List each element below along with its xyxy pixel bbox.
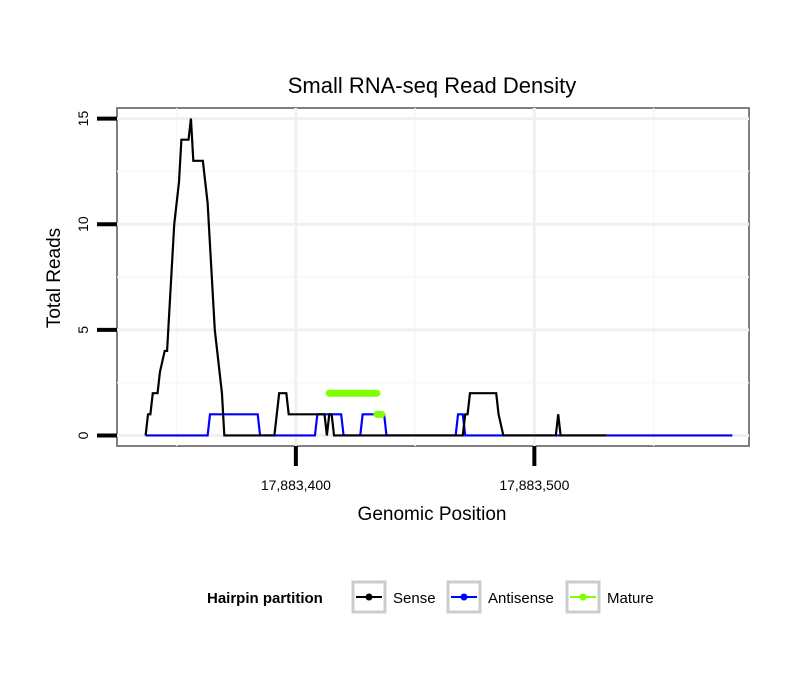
y-tick-label: 15 (75, 111, 91, 127)
legend-label-sense: Sense (393, 590, 436, 607)
data-layer (144, 118, 733, 437)
legend-item-sense: Sense (351, 580, 436, 614)
legend-key-mature-point (579, 593, 587, 601)
chart-title: Small RNA-seq Read Density (288, 73, 577, 98)
legend-item-antisense: Antisense (446, 580, 554, 614)
legend-item-mature: Mature (565, 580, 654, 614)
legend: Hairpin partition Sense Antisense Mature (207, 580, 654, 614)
x-tick-label: 17,883,500 (499, 477, 569, 493)
legend-key-antisense-point (460, 593, 468, 601)
series-line-antisense (145, 413, 733, 437)
x-axis-title: Genomic Position (358, 504, 507, 525)
legend-key-sense-point (365, 593, 373, 601)
x-tick-label: 17,883,400 (261, 477, 331, 493)
y-tick-label: 0 (75, 431, 91, 439)
y-tick-label: 5 (75, 326, 91, 334)
legend-label-antisense: Antisense (488, 590, 554, 607)
y-axis-title: Total Reads (44, 228, 65, 328)
legend-title: Hairpin partition (207, 590, 323, 607)
y-tick-label: 10 (75, 216, 91, 232)
series-line-sense (144, 118, 606, 437)
axes: 0 5 10 15 17,883,400 17,883,500 (75, 111, 570, 493)
legend-label-mature: Mature (607, 590, 654, 607)
